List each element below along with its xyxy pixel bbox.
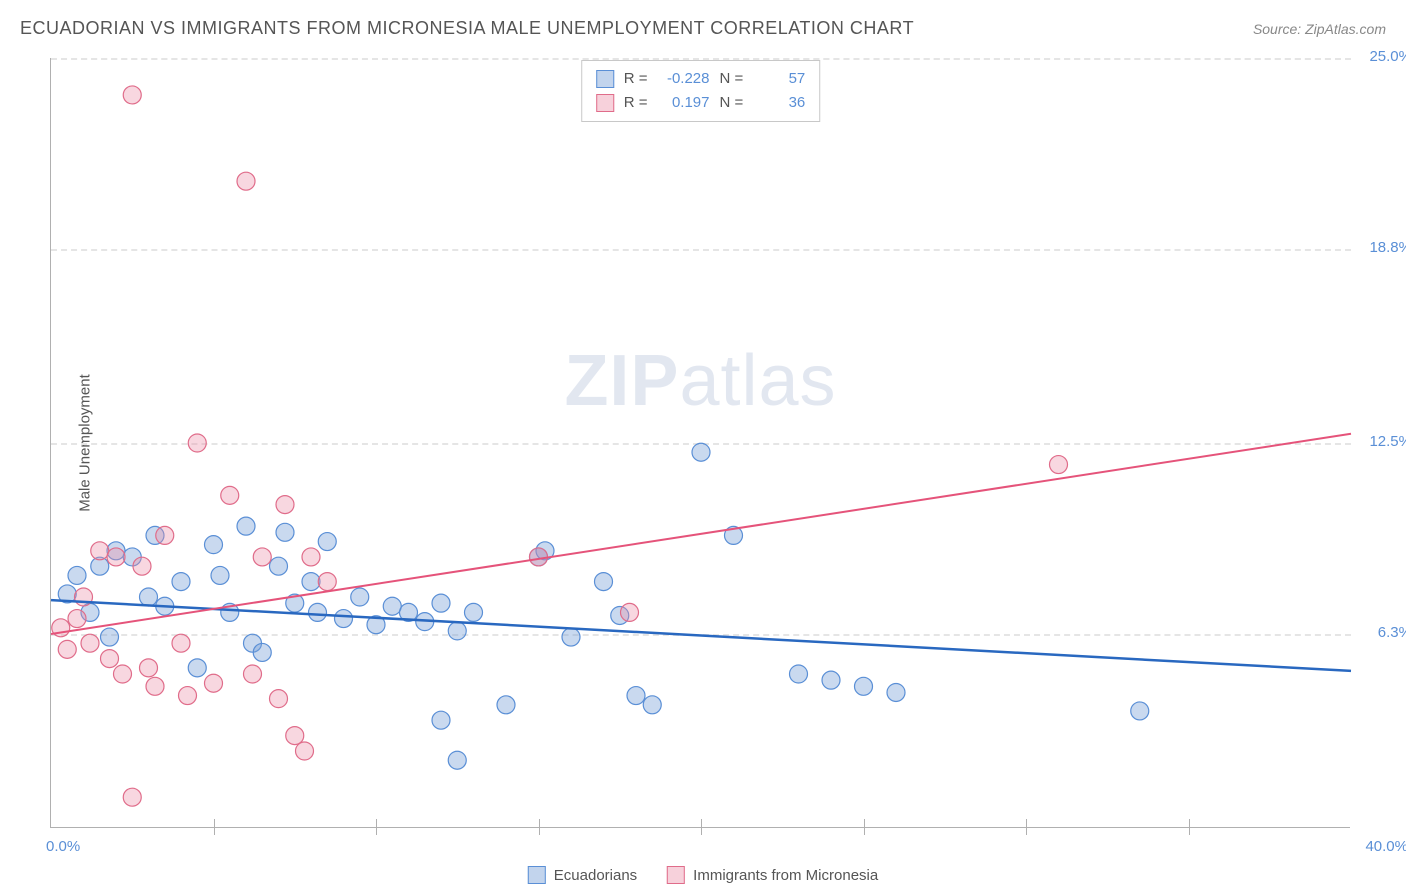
scatter-point: [627, 687, 645, 705]
scatter-point: [643, 696, 661, 714]
y-tick-label: 18.8%: [1369, 239, 1406, 256]
r-label-2: R =: [624, 91, 648, 115]
scatter-point: [123, 788, 141, 806]
scatter-point: [302, 548, 320, 566]
scatter-point: [887, 683, 905, 701]
legend-label-micronesia: Immigrants from Micronesia: [693, 867, 878, 884]
stats-row-blue: R = -0.228 N = 57: [596, 67, 806, 91]
scatter-point: [68, 566, 86, 584]
header: ECUADORIAN VS IMMIGRANTS FROM MICRONESIA…: [20, 18, 1386, 39]
y-tick-label: 6.3%: [1378, 624, 1406, 641]
plot-region: Male Unemployment 6.3%12.5%18.8%25.0% 0.…: [50, 58, 1350, 828]
scatter-point: [302, 573, 320, 591]
scatter-point: [270, 557, 288, 575]
n-label: N =: [720, 67, 744, 91]
n-value-pink: 36: [753, 91, 805, 115]
scatter-point: [58, 640, 76, 658]
scatter-point: [465, 603, 483, 621]
scatter-point: [205, 674, 223, 692]
chart-area: Male Unemployment 6.3%12.5%18.8%25.0% 0.…: [50, 58, 1350, 828]
r-label: R =: [624, 67, 648, 91]
scatter-point: [351, 588, 369, 606]
scatter-point: [237, 517, 255, 535]
source-attribution: Source: ZipAtlas.com: [1253, 21, 1386, 37]
scatter-point: [140, 588, 158, 606]
stats-row-pink: R = 0.197 N = 36: [596, 91, 806, 115]
legend-item-ecuadorians: Ecuadorians: [528, 866, 637, 884]
scatter-point: [822, 671, 840, 689]
swatch-blue-icon: [596, 70, 614, 88]
scatter-point: [318, 573, 336, 591]
scatter-point: [133, 557, 151, 575]
legend-label-ecuadorians: Ecuadorians: [554, 867, 637, 884]
y-tick-label: 25.0%: [1369, 48, 1406, 65]
scatter-point: [205, 536, 223, 554]
scatter-point: [448, 751, 466, 769]
scatter-point: [146, 677, 164, 695]
chart-title: ECUADORIAN VS IMMIGRANTS FROM MICRONESIA…: [20, 18, 914, 39]
scatter-point: [107, 548, 125, 566]
legend-swatch-blue-icon: [528, 866, 546, 884]
scatter-point: [237, 172, 255, 190]
scatter-point: [296, 742, 314, 760]
scatter-point: [91, 542, 109, 560]
scatter-point: [123, 86, 141, 104]
scatter-svg: [51, 58, 1351, 828]
scatter-point: [114, 665, 132, 683]
scatter-point: [318, 533, 336, 551]
scatter-point: [244, 665, 262, 683]
scatter-point: [1050, 456, 1068, 474]
swatch-pink-icon: [596, 94, 614, 112]
scatter-point: [276, 496, 294, 514]
scatter-point: [253, 548, 271, 566]
scatter-point: [790, 665, 808, 683]
legend-swatch-pink-icon: [667, 866, 685, 884]
scatter-point: [692, 443, 710, 461]
scatter-point: [432, 594, 450, 612]
scatter-point: [335, 610, 353, 628]
scatter-point: [81, 634, 99, 652]
x-axis-end-label: 40.0%: [1365, 838, 1406, 855]
scatter-point: [156, 526, 174, 544]
scatter-point: [621, 603, 639, 621]
scatter-point: [211, 566, 229, 584]
scatter-point: [179, 687, 197, 705]
scatter-point: [188, 659, 206, 677]
x-axis-start-label: 0.0%: [46, 838, 80, 855]
legend-item-micronesia: Immigrants from Micronesia: [667, 866, 878, 884]
scatter-point: [276, 523, 294, 541]
r-value-blue: -0.228: [658, 67, 710, 91]
scatter-point: [68, 610, 86, 628]
scatter-point: [101, 628, 119, 646]
scatter-point: [221, 486, 239, 504]
bottom-legend: Ecuadorians Immigrants from Micronesia: [528, 866, 878, 884]
scatter-point: [286, 727, 304, 745]
scatter-point: [383, 597, 401, 615]
scatter-point: [253, 643, 271, 661]
scatter-point: [595, 573, 613, 591]
scatter-point: [172, 573, 190, 591]
n-label-2: N =: [720, 91, 744, 115]
scatter-point: [270, 690, 288, 708]
y-tick-label: 12.5%: [1369, 433, 1406, 450]
scatter-point: [855, 677, 873, 695]
scatter-point: [497, 696, 515, 714]
trend-line: [51, 600, 1351, 671]
scatter-point: [172, 634, 190, 652]
scatter-point: [140, 659, 158, 677]
scatter-point: [448, 622, 466, 640]
scatter-point: [1131, 702, 1149, 720]
scatter-point: [562, 628, 580, 646]
scatter-point: [188, 434, 206, 452]
n-value-blue: 57: [753, 67, 805, 91]
r-value-pink: 0.197: [658, 91, 710, 115]
stats-legend: R = -0.228 N = 57 R = 0.197 N = 36: [581, 60, 821, 122]
scatter-point: [101, 650, 119, 668]
scatter-point: [432, 711, 450, 729]
scatter-point: [309, 603, 327, 621]
